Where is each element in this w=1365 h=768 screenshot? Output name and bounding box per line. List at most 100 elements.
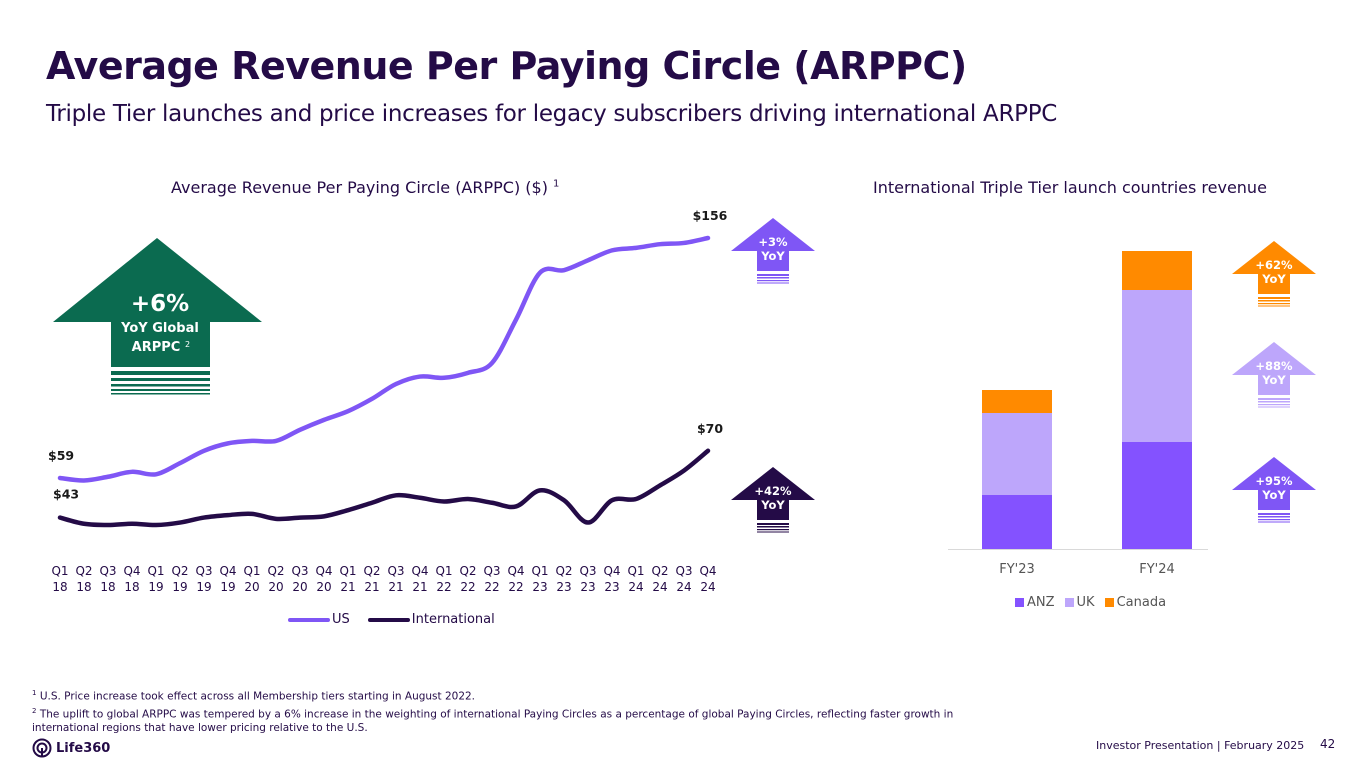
footnote-marker: 1: [553, 178, 560, 190]
page-number: 42: [1320, 737, 1336, 751]
x-tick-label-year: 22: [484, 580, 499, 594]
x-tick-label-quarter: Q4: [507, 564, 524, 578]
x-tick-label-quarter: Q3: [387, 564, 404, 578]
x-tick-label-year: 24: [628, 580, 643, 594]
x-tick-label-year: 18: [124, 580, 139, 594]
x-tick-label-quarter: Q4: [411, 564, 428, 578]
x-tick-label-year: 21: [388, 580, 403, 594]
international-start-label: $43: [53, 487, 79, 502]
x-tick-label-year: 24: [652, 580, 667, 594]
international-series-line: [57, 448, 711, 528]
page-subtitle: Triple Tier launches and price increases…: [46, 101, 1058, 127]
x-tick-label-year: 21: [364, 580, 379, 594]
bar-segment-canada: [1122, 251, 1192, 290]
global-arppc-sup: 2: [185, 340, 190, 349]
line-chart-legend: US International: [288, 612, 495, 627]
bar-chart-legend: ANZ UK Canada: [1015, 595, 1166, 610]
x-tick-label-quarter: Q3: [675, 564, 692, 578]
international-arrow-icon: +42%YoY: [731, 467, 815, 533]
us-arrow-icon: +3%YoY: [731, 218, 815, 284]
footnote-text: U.S. Price increase took effect across a…: [39, 690, 476, 703]
life360-logo-text: Life360: [56, 740, 111, 756]
x-tick-label-quarter: Q2: [267, 564, 284, 578]
x-tick-label-quarter: Q3: [579, 564, 596, 578]
anz-yoy-label: YoY: [1261, 488, 1286, 502]
x-tick-label-quarter: Q2: [651, 564, 668, 578]
x-tick-label-year: 22: [508, 580, 523, 594]
legend-swatch-canada: [1104, 598, 1114, 607]
x-tick-label-quarter: Q4: [603, 564, 620, 578]
legend-label-anz: ANZ: [1027, 595, 1055, 610]
legend-label-canada: Canada: [1116, 595, 1167, 610]
footer-text: Investor Presentation | February 2025: [1096, 739, 1305, 752]
legend-swatch-anz: [1015, 598, 1024, 607]
x-tick-label: FY'24: [1139, 562, 1175, 577]
line-chart-title: Average Revenue Per Paying Circle (ARPPC…: [171, 178, 559, 197]
x-tick-label-year: 22: [460, 580, 475, 594]
life360-logo: Life360: [32, 738, 110, 758]
x-tick-label-quarter: Q2: [363, 564, 380, 578]
x-tick-label-year: 18: [100, 580, 115, 594]
global-arppc-arrow-icon: +6% YoY Global ARPPC 2: [53, 238, 262, 395]
canada-arrow-icon: +62%YoY: [1232, 241, 1316, 307]
canada-yoy-label: YoY: [1261, 272, 1286, 286]
line-chart-title-text: Average Revenue Per Paying Circle (ARPPC…: [171, 178, 548, 197]
x-tick-label-quarter: Q3: [291, 564, 308, 578]
x-tick-label-quarter: Q3: [483, 564, 500, 578]
x-tick-label-quarter: Q4: [219, 564, 236, 578]
x-tick-label-year: 20: [244, 580, 259, 594]
bar-segment-uk: [982, 413, 1052, 495]
us-start-label: $59: [48, 448, 74, 463]
us-series-line: [57, 235, 711, 483]
x-tick-label-year: 20: [268, 580, 283, 594]
x-tick-label-quarter: Q1: [435, 564, 452, 578]
us-end-label: $156: [693, 208, 728, 223]
x-tick-label-quarter: Q4: [699, 564, 716, 578]
x-tick-label-year: 22: [436, 580, 451, 594]
global-arppc-label-2: ARPPC: [132, 340, 181, 355]
x-tick-label-year: 23: [580, 580, 595, 594]
x-tick-label-year: 23: [604, 580, 619, 594]
footnotes: 1 U.S. Price increase took effect across…: [32, 686, 972, 735]
x-tick-label-year: 20: [316, 580, 331, 594]
legend-swatch-international: [367, 617, 410, 622]
life360-logo-icon: [32, 738, 52, 758]
footnote-text: The uplift to global ARPPC was tempered …: [32, 708, 954, 734]
x-tick-label-quarter: Q1: [243, 564, 260, 578]
uk-yoy-value: +88%: [1255, 359, 1293, 373]
x-tick-label-quarter: Q2: [555, 564, 572, 578]
international-yoy-value: +42%: [754, 484, 792, 498]
x-tick-label-year: 19: [196, 580, 211, 594]
international-yoy-label: YoY: [760, 498, 785, 512]
x-tick-label-year: 24: [700, 580, 715, 594]
uk-arrow-icon: +88%YoY: [1232, 342, 1316, 408]
legend-label-uk: UK: [1076, 595, 1095, 610]
uk-yoy-label: YoY: [1261, 373, 1286, 387]
bar-segment-uk: [1122, 290, 1192, 442]
footnote-2: 2 The uplift to global ARPPC was tempere…: [32, 704, 972, 736]
bar-segment-canada: [982, 390, 1052, 413]
x-tick-label-year: 18: [76, 580, 91, 594]
x-tick-label-quarter: Q3: [99, 564, 116, 578]
x-tick-label-quarter: Q1: [339, 564, 356, 578]
x-tick-label-quarter: Q4: [123, 564, 140, 578]
x-tick-label-quarter: Q2: [171, 564, 188, 578]
x-tick-label-year: 19: [220, 580, 235, 594]
footnote-marker: 2: [32, 706, 37, 715]
x-tick-label-year: 21: [340, 580, 355, 594]
x-tick-label-year: 24: [676, 580, 691, 594]
global-arppc-value: +6%: [131, 291, 189, 317]
x-tick-label-year: 19: [172, 580, 187, 594]
x-tick-label-quarter: Q2: [459, 564, 476, 578]
footnote-marker: 1: [32, 689, 37, 697]
x-tick-label-quarter: Q3: [195, 564, 212, 578]
bar-segment-anz: [1122, 442, 1192, 549]
x-tick-label-year: 18: [52, 580, 67, 594]
bar-segment-anz: [982, 495, 1052, 549]
global-arppc-label-1: YoY Global: [120, 321, 199, 336]
bar-chart-title: International Triple Tier launch countri…: [873, 178, 1267, 197]
canada-yoy-value: +62%: [1255, 258, 1293, 272]
x-tick-label: FY'23: [999, 562, 1035, 577]
us-yoy-label: YoY: [760, 249, 785, 263]
